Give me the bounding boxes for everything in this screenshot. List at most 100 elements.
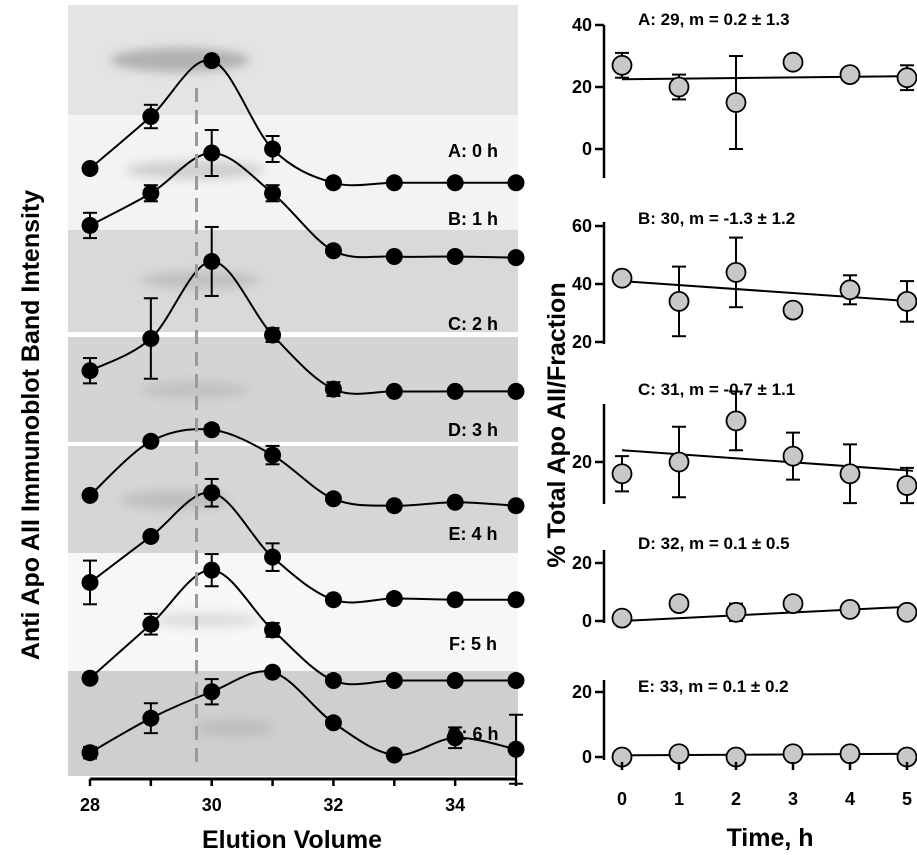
data-point xyxy=(725,601,747,623)
x-tick-label: 4 xyxy=(845,789,855,809)
data-point xyxy=(385,174,403,192)
fit-line xyxy=(621,605,914,622)
y-tick-label: 20 xyxy=(572,77,592,97)
data-point xyxy=(203,683,221,701)
data-point xyxy=(507,249,525,267)
data-point xyxy=(324,174,342,192)
data-point xyxy=(203,252,221,270)
y-tick-label: 0 xyxy=(582,747,592,767)
data-point xyxy=(385,590,403,608)
data-point xyxy=(264,140,282,158)
data-point xyxy=(839,279,861,301)
data-point xyxy=(782,593,804,614)
data-point xyxy=(385,497,403,515)
data-point xyxy=(142,108,160,125)
y-tick-label: 40 xyxy=(572,15,592,35)
time-panel-3: 0 20 D: 32, m = 0.1 ± 0.5 xyxy=(572,534,917,631)
data-point xyxy=(324,490,342,508)
y-tick-label: 40 xyxy=(572,274,592,294)
data-point xyxy=(264,663,282,681)
data-point xyxy=(896,291,917,312)
data-point xyxy=(324,591,342,609)
trace-label: B: 1 h xyxy=(448,209,498,229)
data-point xyxy=(839,743,861,765)
data-point xyxy=(81,160,99,177)
trace-4 xyxy=(81,477,525,609)
data-point xyxy=(264,621,282,639)
data-point xyxy=(142,527,160,545)
y-tick-label: 20 xyxy=(572,452,592,472)
data-point xyxy=(446,174,464,192)
data-point xyxy=(446,672,464,690)
data-point xyxy=(264,446,282,464)
data-point xyxy=(264,184,282,202)
data-point xyxy=(203,421,221,439)
data-point xyxy=(142,615,160,633)
data-point xyxy=(896,475,917,496)
data-point xyxy=(446,729,464,747)
data-point xyxy=(782,743,804,765)
y-tick-label: 0 xyxy=(582,139,592,159)
trace-1 xyxy=(81,129,525,267)
data-point xyxy=(142,709,160,727)
trace-label: A: 0 h xyxy=(448,141,498,161)
x-tick-label: 3 xyxy=(788,789,798,809)
data-point xyxy=(611,267,633,289)
trace-label: G: 6 h xyxy=(447,724,498,744)
data-point xyxy=(203,52,221,70)
data-point xyxy=(446,591,464,609)
trace-5 xyxy=(81,553,525,690)
data-point xyxy=(611,54,633,76)
data-point xyxy=(142,432,160,450)
data-point xyxy=(81,573,99,591)
x-tick-label: 28 xyxy=(80,795,100,815)
immunoblot-images xyxy=(68,5,518,776)
data-point xyxy=(507,497,525,515)
data-point xyxy=(507,591,525,609)
left-x-axis-label: Elution Volume xyxy=(202,826,382,854)
x-tick-label: 0 xyxy=(617,789,627,809)
data-point xyxy=(896,601,917,623)
y-tick-label: 0 xyxy=(582,611,592,631)
data-point xyxy=(896,67,917,89)
data-point xyxy=(81,486,99,504)
data-point xyxy=(446,493,464,511)
left-x-axis: 28 30 32 34 xyxy=(80,777,518,815)
fit-line xyxy=(621,280,914,303)
data-point xyxy=(81,669,99,687)
left-y-axis-label: Anti Apo AII Immunoblot Band Intensity xyxy=(17,190,45,660)
data-point xyxy=(324,714,342,732)
trace-label: D: 3 h xyxy=(448,420,498,440)
data-point xyxy=(507,672,525,690)
data-point xyxy=(264,548,282,566)
trace-2 xyxy=(81,225,525,400)
x-tick-label: 34 xyxy=(445,795,465,815)
data-point xyxy=(782,51,804,73)
data-point xyxy=(142,330,160,347)
trace-label: E: 4 h xyxy=(448,524,497,544)
time-panel-4: 0 20 E: 33, m = 0.1 ± 0.2 xyxy=(572,677,917,768)
elution-traces xyxy=(81,52,525,785)
x-tick-label: 2 xyxy=(731,789,741,809)
data-point xyxy=(839,599,861,620)
panel-label: C: 31, m = -0.7 ± 1.1 xyxy=(638,380,795,399)
data-point xyxy=(668,743,690,765)
data-point xyxy=(668,76,690,98)
panel-label: A: 29, m = 0.2 ± 1.3 xyxy=(638,10,790,29)
data-point xyxy=(507,740,525,758)
data-point xyxy=(81,744,99,762)
trace-line xyxy=(89,260,516,395)
time-panel-2: 20 C: 31, m = -0.7 ± 1.1 xyxy=(572,380,917,505)
data-point xyxy=(385,746,403,764)
data-point xyxy=(81,362,99,380)
data-point xyxy=(725,410,747,432)
data-point xyxy=(324,672,342,690)
data-point xyxy=(324,242,342,260)
panel-label: D: 32, m = 0.1 ± 0.5 xyxy=(638,534,790,553)
fit-line xyxy=(621,449,914,472)
data-point xyxy=(668,593,690,614)
data-point xyxy=(81,216,99,234)
data-point xyxy=(385,382,403,400)
